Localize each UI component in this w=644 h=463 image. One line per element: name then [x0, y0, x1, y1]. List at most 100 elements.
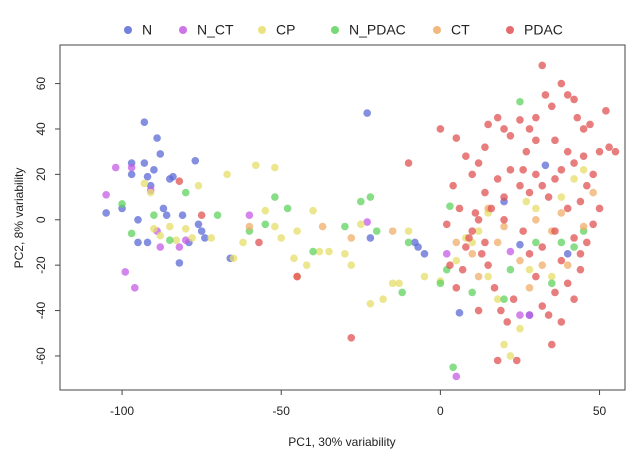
- point: [579, 222, 588, 231]
- point: [166, 236, 174, 244]
- y-tick-label: -60: [34, 347, 48, 365]
- point: [522, 147, 531, 156]
- point: [474, 306, 483, 315]
- point: [532, 204, 540, 213]
- x-tick-label: 50: [593, 404, 607, 418]
- point: [484, 120, 492, 129]
- point: [500, 340, 508, 349]
- point: [239, 238, 247, 247]
- point: [188, 234, 196, 242]
- point: [493, 175, 502, 183]
- point: [153, 134, 161, 142]
- legend-label: N_PDAC: [349, 22, 406, 38]
- point: [538, 61, 547, 70]
- point: [570, 234, 578, 242]
- point: [570, 295, 578, 304]
- point: [127, 229, 136, 238]
- point: [525, 265, 534, 274]
- point: [194, 220, 203, 229]
- point: [589, 220, 597, 229]
- point: [516, 256, 524, 265]
- point: [544, 311, 553, 319]
- point: [140, 159, 149, 167]
- point: [207, 234, 215, 242]
- point: [191, 156, 200, 165]
- point: [255, 238, 263, 247]
- point: [474, 215, 483, 224]
- point: [175, 243, 184, 251]
- point: [150, 225, 158, 233]
- point: [547, 340, 556, 349]
- point: [532, 170, 540, 179]
- point: [452, 256, 461, 265]
- point: [551, 288, 559, 297]
- point: [341, 222, 349, 231]
- point: [481, 143, 489, 151]
- point: [563, 204, 572, 213]
- point: [547, 272, 556, 281]
- point: [140, 179, 149, 188]
- legend-label: CP: [276, 22, 295, 38]
- point: [509, 295, 518, 304]
- point: [579, 125, 588, 133]
- point: [347, 261, 356, 269]
- point: [538, 302, 547, 310]
- point: [271, 222, 279, 231]
- point: [586, 120, 594, 129]
- point: [557, 166, 566, 174]
- point: [570, 243, 578, 251]
- point: [404, 159, 413, 167]
- point: [500, 222, 508, 231]
- point: [522, 197, 531, 206]
- point: [570, 159, 578, 167]
- point: [570, 95, 578, 104]
- point: [293, 272, 301, 281]
- point: [181, 188, 190, 197]
- point: [563, 250, 572, 258]
- point: [315, 247, 324, 256]
- legend-marker: [331, 26, 339, 34]
- point: [442, 220, 451, 229]
- point: [395, 279, 403, 288]
- point: [283, 204, 292, 213]
- point: [532, 136, 540, 145]
- point: [490, 284, 499, 292]
- point: [506, 166, 515, 174]
- point: [512, 356, 521, 365]
- point: [156, 231, 165, 240]
- point: [519, 166, 527, 174]
- point: [474, 227, 483, 235]
- point: [366, 193, 375, 201]
- point: [251, 161, 260, 170]
- point: [563, 91, 572, 99]
- point: [500, 193, 508, 201]
- point: [420, 272, 429, 281]
- point: [223, 170, 231, 179]
- point: [532, 272, 540, 281]
- y-tick-label: -20: [34, 256, 48, 274]
- point: [573, 113, 582, 122]
- point: [583, 238, 591, 247]
- point: [481, 238, 489, 247]
- point: [325, 247, 333, 256]
- point: [181, 225, 190, 233]
- point: [169, 172, 177, 181]
- point: [516, 181, 524, 190]
- point: [576, 265, 585, 274]
- point: [465, 234, 473, 242]
- point: [143, 238, 152, 247]
- point: [589, 188, 597, 197]
- point: [541, 91, 550, 99]
- point: [271, 193, 279, 201]
- point: [414, 243, 422, 251]
- point: [611, 147, 620, 156]
- point: [146, 188, 155, 197]
- point: [589, 170, 597, 179]
- plot-frame: [59, 44, 626, 391]
- point: [563, 261, 572, 269]
- point: [487, 204, 496, 213]
- point: [318, 222, 327, 231]
- point: [143, 172, 152, 181]
- point: [150, 166, 158, 174]
- point: [201, 234, 209, 242]
